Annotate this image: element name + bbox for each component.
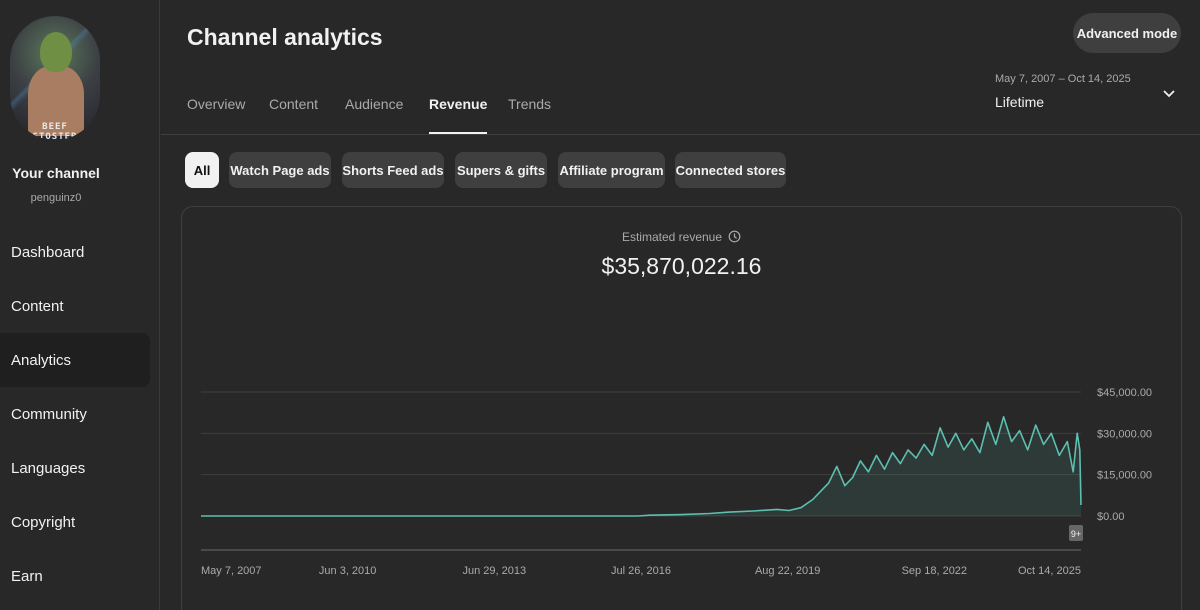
sidebar: BEEF STOSTER Your channel penguinz0 Dash… [0, 0, 160, 610]
channel-handle: penguinz0 [30, 192, 82, 204]
channel-title: Your channel [12, 165, 100, 181]
chip-connected-stores[interactable]: Connected stores [675, 152, 786, 188]
date-range-text[interactable]: May 7, 2007 – Oct 14, 2025 [995, 73, 1131, 85]
channel-avatar[interactable]: BEEF STOSTER [10, 16, 100, 140]
x-tick-label: Oct 14, 2025 [1018, 565, 1081, 577]
event-badge-label: 9+ [1071, 529, 1081, 539]
sidebar-item-content[interactable]: Content [11, 297, 64, 315]
x-tick-label: Sep 18, 2022 [902, 565, 967, 577]
revenue-chart[interactable]: $45,000.00 $30,000.00 $15,000.00 $0.00 May 7… [181, 370, 1181, 585]
series-line [201, 416, 1082, 517]
x-tick-label: Jun 3, 2010 [319, 565, 377, 577]
y-tick-label: $15,000.00 [1097, 470, 1152, 482]
x-tick-label: May 7, 2007 [201, 565, 262, 577]
chip-affiliate-program[interactable]: Affiliate program [558, 152, 665, 188]
chip-watch-page-ads[interactable]: Watch Page ads [229, 152, 331, 188]
y-tick-label: $45,000.00 [1097, 387, 1152, 399]
chip-shorts-feed-ads[interactable]: Shorts Feed ads [342, 152, 444, 188]
metric-value: $35,870,022.16 [601, 253, 762, 279]
chip-all[interactable]: All [185, 152, 219, 188]
advanced-mode-button[interactable]: Advanced mode [1073, 13, 1181, 53]
header-divider [161, 134, 1200, 135]
chip-supers-gifts[interactable]: Supers & gifts [455, 152, 547, 188]
tab-audience[interactable]: Audience [345, 96, 404, 112]
metric-label-row: Estimated revenue [181, 229, 1182, 244]
sidebar-item-dashboard[interactable]: Dashboard [11, 243, 85, 261]
x-tick-label: Jun 29, 2013 [463, 565, 527, 577]
revenue-card [181, 206, 1182, 610]
series-area [201, 416, 1081, 516]
metric-label: Estimated revenue [621, 229, 723, 244]
y-tick-label: $30,000.00 [1097, 428, 1152, 440]
x-tick-label: Jul 26, 2016 [611, 565, 671, 577]
avatar-figure-body [28, 66, 84, 136]
tab-trends[interactable]: Trends [508, 96, 552, 112]
sidebar-item-analytics[interactable]: Analytics [0, 333, 150, 387]
tab-revenue[interactable]: Revenue [429, 96, 488, 134]
tab-content[interactable]: Content [269, 96, 319, 112]
page-title: Channel analytics [187, 24, 383, 50]
avatar-text-line-1: BEEF [42, 122, 68, 132]
sidebar-item-copyright[interactable]: Copyright [11, 513, 76, 531]
sidebar-item-earn[interactable]: Earn [11, 567, 43, 585]
sidebar-item-languages[interactable]: Languages [11, 459, 86, 477]
avatar-figure-head [40, 32, 72, 72]
tab-overview[interactable]: Overview [187, 96, 246, 112]
y-tick-label: $0.00 [1097, 511, 1125, 523]
event-badge [1069, 525, 1083, 541]
x-tick-label: Aug 22, 2019 [755, 565, 820, 577]
sidebar-item-community[interactable]: Community [11, 405, 87, 423]
date-range-label[interactable]: Lifetime [995, 94, 1045, 110]
avatar-text-line-2: STOSTER [32, 132, 78, 140]
clock-icon[interactable] [728, 230, 741, 243]
chevron-down-icon[interactable] [1158, 83, 1180, 105]
